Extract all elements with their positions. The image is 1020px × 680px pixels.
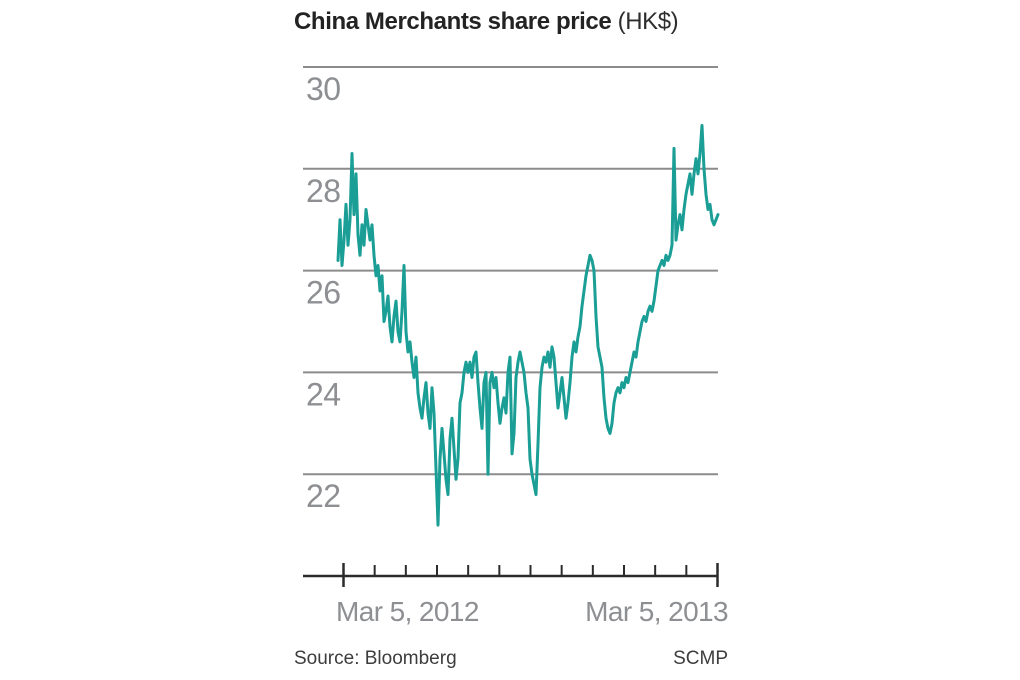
y-tick-label: 26 — [306, 275, 341, 311]
chart-area: 30 28 26 24 22 — [293, 55, 729, 630]
chart-title-unit: (HK$) — [611, 8, 679, 35]
y-tick-label: 24 — [306, 376, 341, 412]
y-tick-label: 28 — [306, 173, 341, 209]
price-chart: 30 28 26 24 22 — [303, 66, 720, 587]
y-tick-label: 30 — [306, 71, 341, 107]
chart-title-text: China Merchants share price — [294, 8, 612, 35]
credit-attribution: SCMP — [673, 648, 728, 669]
y-tick-label: 22 — [306, 478, 341, 514]
chart-title: China Merchants share price (HK$) — [294, 8, 734, 36]
x-axis-label-start: Mar 5, 2012 — [336, 596, 479, 627]
x-axis-label-end: Mar 5, 2013 — [585, 596, 728, 627]
price-line — [336, 124, 720, 527]
source-attribution: Source: Bloomberg — [294, 648, 457, 669]
